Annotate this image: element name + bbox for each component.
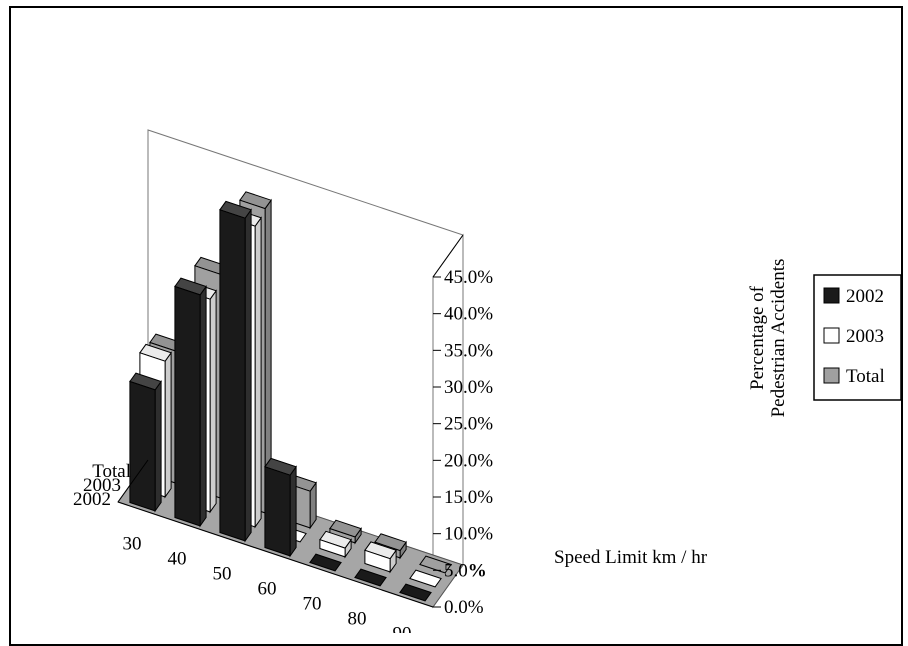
legend-swatch-2002 bbox=[823, 287, 840, 304]
bar-2002-30 bbox=[129, 372, 162, 513]
legend-label-2002: 2002 bbox=[846, 286, 884, 307]
y-tick-label: 15.0% bbox=[444, 487, 493, 508]
x-tick-label: 40 bbox=[168, 549, 187, 570]
bar-2003-80 bbox=[364, 541, 397, 574]
x-tick-label: 70 bbox=[303, 594, 322, 615]
bar-2002-90 bbox=[399, 583, 432, 602]
bar-2002-70 bbox=[309, 553, 342, 572]
y-axis-title-line-2: Pedestrian Accidents bbox=[768, 259, 789, 418]
x-tick-label: 50 bbox=[213, 564, 232, 585]
depth-tick-label: 2003 bbox=[83, 475, 121, 496]
legend-label-2003: 2003 bbox=[846, 326, 884, 347]
y-axis-title-line-1: Percentage of bbox=[747, 285, 768, 390]
x-axis: 30405060708090 bbox=[117, 501, 434, 633]
depth-tick-label: 2002 bbox=[73, 489, 111, 510]
bar-2002-50 bbox=[219, 200, 252, 543]
bar-2003-70 bbox=[319, 530, 352, 559]
y-axis-line bbox=[432, 234, 464, 278]
legend-swatch-2003 bbox=[823, 327, 840, 344]
legend-label-total: Total bbox=[846, 366, 885, 387]
legend-swatch-total bbox=[823, 367, 840, 384]
y-tick-label: 20.0% bbox=[444, 450, 493, 471]
y-tick-label: 25.0% bbox=[444, 414, 493, 435]
chart-svg: 0.0% 5.0% 10.0% 15.0% 20.0% 25.0% 30.0% 35.0% 40… bbox=[73, 129, 902, 633]
bars bbox=[129, 191, 452, 602]
y-axis: 0.0% 5.0% 10.0% 15.0% 20.0% 25.0% 30.0% 35.0% 40… bbox=[432, 234, 493, 618]
x-axis-line bbox=[117, 501, 434, 608]
bar-2002-60 bbox=[264, 457, 297, 558]
y-tick-label: 5.0% bbox=[444, 560, 487, 581]
y-tick-label: 10.0% bbox=[444, 524, 493, 545]
bar-2002-40 bbox=[174, 277, 207, 528]
x-tick-label: 30 bbox=[123, 534, 142, 555]
x-tick-label: 60 bbox=[258, 579, 277, 600]
x-tick-label: 80 bbox=[348, 609, 367, 630]
depth-axis-line bbox=[117, 459, 149, 503]
chart-frame: 0.0% 5.0% 10.0% 15.0% 20.0% 25.0% 30.0% 35.0% 40… bbox=[9, 6, 903, 646]
legend: 2002 2003 Total bbox=[813, 274, 902, 401]
y-tick-label: 40.0% bbox=[444, 304, 493, 325]
y-tick-label: 30.0% bbox=[444, 377, 493, 398]
bar-2002-80 bbox=[354, 568, 387, 587]
y-tick-label: 35.0% bbox=[444, 340, 493, 361]
x-axis-title: Speed Limit km / hr bbox=[554, 547, 708, 568]
y-tick-label: 0.0% bbox=[444, 597, 484, 618]
bar-2003-90 bbox=[409, 569, 442, 588]
y-tick-label: 45.0% bbox=[444, 267, 493, 288]
depth-tick-label: Total bbox=[92, 461, 131, 482]
